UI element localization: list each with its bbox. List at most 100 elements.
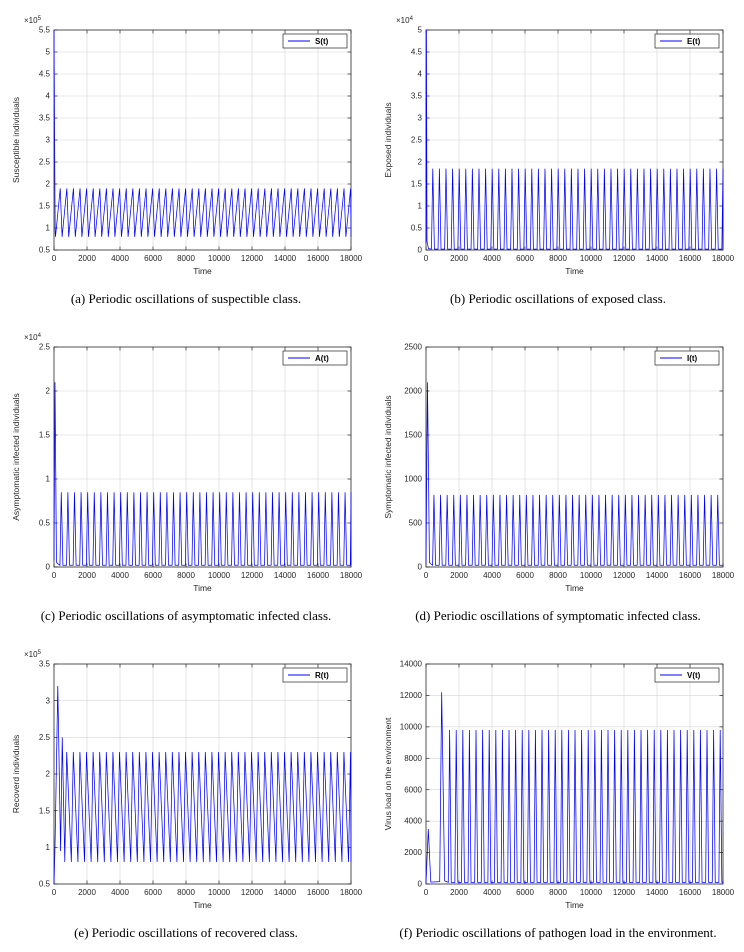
svg-text:12000: 12000 [613, 254, 636, 263]
svg-text:12000: 12000 [241, 571, 264, 580]
axes-box [53, 663, 352, 885]
chart-virus-load: 0 2000 4000 6000 8000 10000 12000 14000 16000 180… [380, 640, 736, 922]
svg-text:3.5: 3.5 [39, 114, 51, 123]
plot-area [54, 347, 351, 567]
svg-text:0: 0 [424, 571, 429, 580]
caption-b: (b) Periodic oscillations of exposed cla… [450, 291, 666, 306]
legend-label: S(t) [315, 37, 329, 46]
svg-text:10000: 10000 [580, 888, 603, 897]
svg-text:1: 1 [46, 475, 51, 484]
svg-text:4.5: 4.5 [411, 48, 423, 57]
svg-text:6000: 6000 [144, 571, 162, 580]
axes-box [425, 663, 724, 885]
svg-text:14000: 14000 [274, 888, 297, 897]
svg-text:6000: 6000 [144, 888, 162, 897]
svg-text:5: 5 [418, 26, 423, 35]
svg-text:2000: 2000 [404, 848, 422, 857]
svg-text:4000: 4000 [483, 254, 501, 263]
legend: R(t) [282, 667, 348, 683]
svg-text:2000: 2000 [404, 387, 422, 396]
svg-text:16000: 16000 [307, 888, 330, 897]
y-exponent-label: ×104 [24, 333, 42, 342]
svg-text:14000: 14000 [400, 660, 423, 669]
svg-text:2000: 2000 [78, 571, 96, 580]
svg-text:8000: 8000 [549, 254, 567, 263]
tick-labels: 0 2000 4000 6000 8000 10000 12000 14000 16000 180… [39, 660, 363, 897]
axes-box [53, 346, 352, 568]
svg-text:2500: 2500 [404, 343, 422, 352]
x-axis-label: Time [193, 266, 212, 276]
legend-box [282, 667, 348, 683]
tick-labels: 0 2000 4000 6000 8000 10000 12000 14000 16000 180… [39, 26, 363, 263]
y-exponent-label: ×105 [24, 650, 42, 659]
svg-text:3: 3 [46, 696, 51, 705]
chart-exposed: 0 2000 4000 6000 8000 10000 12000 14000 16000 180… [380, 6, 736, 288]
svg-text:4000: 4000 [111, 571, 129, 580]
y-exponent-label: ×105 [24, 16, 42, 25]
svg-text:16000: 16000 [679, 571, 702, 580]
svg-text:16000: 16000 [679, 888, 702, 897]
x-axis-label: Time [565, 583, 584, 593]
svg-text:3: 3 [46, 136, 51, 145]
svg-text:2000: 2000 [78, 254, 96, 263]
legend: E(t) [654, 33, 720, 49]
svg-text:0: 0 [52, 571, 57, 580]
svg-text:1.5: 1.5 [39, 806, 51, 815]
svg-text:5: 5 [46, 48, 51, 57]
svg-text:0: 0 [418, 246, 423, 255]
chart-svg-virus-load: 0 2000 4000 6000 8000 10000 12000 14000 16000 180… [383, 660, 735, 910]
svg-text:0: 0 [418, 563, 423, 572]
svg-text:4000: 4000 [111, 254, 129, 263]
svg-text:12000: 12000 [241, 254, 264, 263]
svg-text:5.5: 5.5 [39, 26, 51, 35]
chart-recovered: 0 2000 4000 6000 8000 10000 12000 14000 16000 180… [8, 640, 364, 922]
y-axis-label: Symptomatic infected individuals [383, 395, 393, 518]
svg-text:18000: 18000 [340, 571, 363, 580]
series-line-susceptible [53, 29, 352, 237]
svg-text:2000: 2000 [450, 888, 468, 897]
tick-labels: 0 2000 4000 6000 8000 10000 12000 14000 16000 180… [39, 343, 363, 580]
y-axis-label: Virus load on the environment [383, 717, 393, 830]
tick-labels: 0 2000 4000 6000 8000 10000 12000 14000 16000 180… [404, 343, 734, 580]
x-axis-label: Time [193, 900, 212, 910]
legend: S(t) [282, 33, 348, 49]
svg-text:2.5: 2.5 [39, 733, 51, 742]
grid-lines [426, 30, 723, 250]
legend-box [654, 33, 720, 49]
svg-text:6000: 6000 [144, 254, 162, 263]
chart-svg-asymptomatic: 0 2000 4000 6000 8000 10000 12000 14000 16000 180… [11, 333, 363, 593]
chart-asymptomatic: 0 2000 4000 6000 8000 10000 12000 14000 16000 180… [8, 323, 364, 605]
legend-label: V(t) [687, 671, 701, 680]
svg-text:10000: 10000 [580, 254, 603, 263]
svg-text:14000: 14000 [646, 888, 669, 897]
svg-text:4000: 4000 [483, 888, 501, 897]
svg-text:8000: 8000 [549, 888, 567, 897]
svg-text:0.5: 0.5 [411, 224, 423, 233]
svg-text:0: 0 [52, 888, 57, 897]
svg-text:10000: 10000 [400, 722, 423, 731]
panel-e: 0 2000 4000 6000 8000 10000 12000 14000 16000 180… [0, 634, 372, 952]
y-axis-label: Recoverd individuals [11, 735, 21, 813]
svg-text:10000: 10000 [580, 571, 603, 580]
chart-svg-recovered: 0 2000 4000 6000 8000 10000 12000 14000 16000 180… [11, 650, 363, 910]
caption-a: (a) Periodic oscillations of suspectible… [70, 291, 302, 306]
svg-text:1500: 1500 [404, 431, 422, 440]
panel-c: 0 2000 4000 6000 8000 10000 12000 14000 16000 180… [0, 317, 372, 634]
axes-box [425, 346, 724, 568]
tick-labels: 0 2000 4000 6000 8000 10000 12000 14000 16000 180… [411, 26, 735, 263]
legend-label: E(t) [687, 37, 701, 46]
svg-text:2.5: 2.5 [39, 158, 51, 167]
grid-lines [54, 30, 351, 250]
svg-text:8000: 8000 [404, 754, 422, 763]
svg-text:6000: 6000 [516, 888, 534, 897]
panel-a: 0 2000 4000 6000 8000 10000 12000 14000 16000 180… [0, 0, 372, 317]
svg-text:2000: 2000 [450, 254, 468, 263]
svg-text:6000: 6000 [516, 254, 534, 263]
svg-text:10000: 10000 [208, 571, 231, 580]
svg-text:1: 1 [46, 224, 51, 233]
svg-text:12000: 12000 [400, 691, 423, 700]
panel-b: 0 2000 4000 6000 8000 10000 12000 14000 16000 180… [372, 0, 744, 317]
x-axis-label: Time [193, 583, 212, 593]
svg-text:2.5: 2.5 [39, 343, 51, 352]
